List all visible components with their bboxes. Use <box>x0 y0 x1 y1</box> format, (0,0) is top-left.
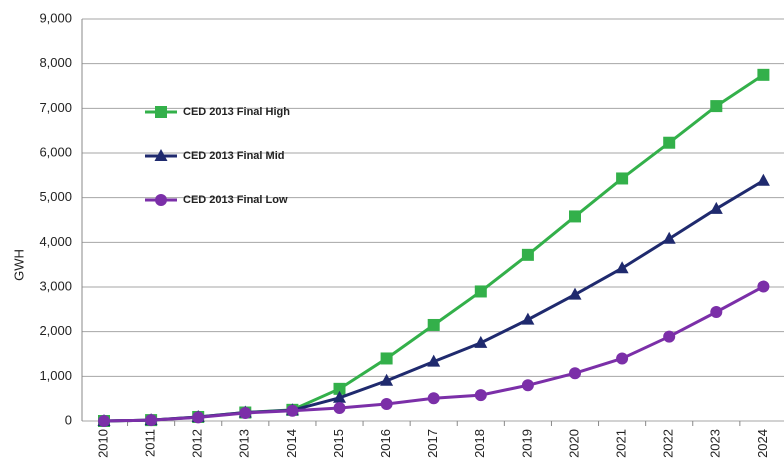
data-point <box>380 398 393 411</box>
x-tick-label: 2018 <box>472 429 487 458</box>
y-tick-label: 5,000 <box>39 189 72 204</box>
data-point <box>474 335 488 348</box>
data-point <box>663 330 676 343</box>
data-point <box>569 367 581 380</box>
x-tick-label: 2024 <box>755 429 770 458</box>
data-point <box>286 404 299 417</box>
data-point <box>710 100 723 113</box>
y-tick-label: 8,000 <box>39 55 72 70</box>
data-point <box>427 318 440 331</box>
data-point <box>757 68 770 81</box>
data-point <box>521 248 534 261</box>
data-point <box>663 136 676 149</box>
x-tick-label: 2020 <box>566 429 581 458</box>
x-tick-label: 2011 <box>143 429 158 457</box>
data-point <box>568 287 582 300</box>
x-tick-label: 2015 <box>331 429 346 458</box>
x-tick-label: 2019 <box>519 429 534 458</box>
data-point <box>239 406 252 419</box>
y-tick-label: 0 <box>65 412 72 427</box>
data-point <box>709 201 723 214</box>
x-tick-label: 2017 <box>425 429 440 458</box>
y-tick-label: 9,000 <box>39 10 72 25</box>
x-tick-label: 2016 <box>378 429 393 458</box>
y-tick-label: 1,000 <box>39 368 72 383</box>
legend-label: CED 2013 Final High <box>183 106 290 118</box>
data-point <box>616 352 629 365</box>
legend-marker <box>155 194 167 206</box>
x-tick-label: 2014 <box>284 429 299 458</box>
data-point <box>380 373 394 386</box>
data-point <box>427 354 441 367</box>
data-point <box>474 389 487 402</box>
legend-marker <box>154 149 168 161</box>
data-point <box>710 306 723 319</box>
y-tick-label: 7,000 <box>39 100 72 115</box>
data-point <box>521 379 534 392</box>
data-point <box>757 280 770 293</box>
x-tick-label: 2013 <box>237 429 252 458</box>
y-tick-label: 4,000 <box>39 234 72 249</box>
data-point <box>615 261 629 274</box>
series-line <box>103 179 765 423</box>
data-point <box>569 210 581 223</box>
data-point <box>192 411 205 424</box>
y-tick-label: 2,000 <box>39 323 72 338</box>
data-point <box>98 415 110 427</box>
x-tick-label: 2012 <box>190 429 205 458</box>
data-point <box>427 392 440 405</box>
data-point <box>521 312 535 325</box>
x-tick-label: 2022 <box>661 429 676 458</box>
data-point <box>474 285 487 298</box>
y-tick-label: 6,000 <box>39 144 72 159</box>
data-point <box>333 390 346 403</box>
y-tick-label: 3,000 <box>39 278 72 293</box>
data-point <box>145 414 158 427</box>
data-point <box>662 231 676 244</box>
data-point <box>333 382 346 395</box>
x-tick-label: 2023 <box>708 429 723 458</box>
legend-marker <box>155 106 167 118</box>
x-tick-label: 2010 <box>95 429 110 458</box>
legend-label: CED 2013 Final Mid <box>183 150 284 162</box>
data-point <box>333 402 346 415</box>
data-point <box>380 352 393 365</box>
y-axis-label: GWH <box>11 249 26 281</box>
legend-label: CED 2013 Final Low <box>183 194 288 206</box>
x-tick-label: 2021 <box>614 429 629 458</box>
data-point <box>756 173 770 186</box>
data-point <box>616 172 629 185</box>
series-line <box>103 73 765 423</box>
